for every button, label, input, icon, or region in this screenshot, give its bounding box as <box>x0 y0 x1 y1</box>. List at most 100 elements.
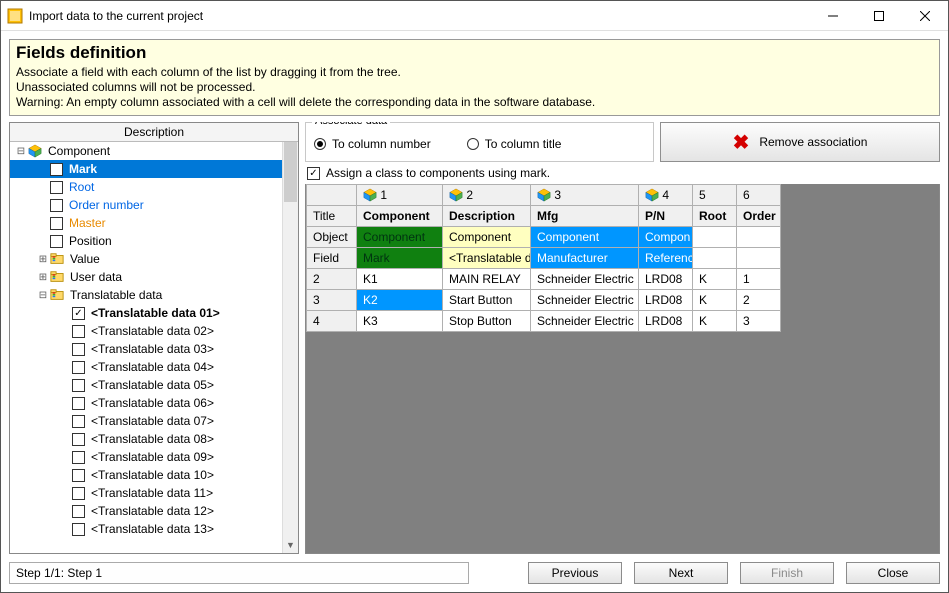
grid-cell[interactable]: LRD08 <box>639 269 693 290</box>
grid-cell[interactable]: K1 <box>357 269 443 290</box>
tree-node[interactable]: <Translatable data 06> <box>10 394 298 412</box>
tree-node[interactable]: ⊞User data <box>10 268 298 286</box>
tree-node[interactable]: Order number <box>10 196 298 214</box>
scroll-thumb[interactable] <box>284 142 297 202</box>
tree-checkbox[interactable] <box>72 361 85 374</box>
tree-node[interactable]: Master <box>10 214 298 232</box>
remove-association-button[interactable]: ✖ Remove association <box>660 122 940 162</box>
tree-checkbox[interactable]: ✓ <box>72 307 85 320</box>
grid-cell[interactable] <box>693 248 737 269</box>
grid-cell[interactable]: Description <box>443 206 531 227</box>
close-window-button[interactable] <box>902 1 948 31</box>
grid-cell[interactable]: Manufacturer <box>531 248 639 269</box>
grid-row-header[interactable]: 2 <box>307 269 357 290</box>
grid-cell[interactable]: Component <box>443 227 531 248</box>
tree-node[interactable]: <Translatable data 11> <box>10 484 298 502</box>
tree-checkbox[interactable] <box>72 469 85 482</box>
grid-cell[interactable]: LRD08 <box>639 290 693 311</box>
grid-cell[interactable] <box>693 227 737 248</box>
minimize-button[interactable] <box>810 1 856 31</box>
tree-checkbox[interactable] <box>72 415 85 428</box>
grid-cell[interactable]: K <box>693 311 737 332</box>
radio-column-number[interactable]: To column number <box>314 137 431 151</box>
grid-cell[interactable]: Referenc <box>639 248 693 269</box>
next-button[interactable]: Next <box>634 562 728 584</box>
tree-checkbox[interactable]: ✓ <box>50 163 63 176</box>
grid-cell[interactable]: Schneider Electric <box>531 290 639 311</box>
maximize-button[interactable] <box>856 1 902 31</box>
tree-node[interactable]: Root <box>10 178 298 196</box>
scroll-down-icon[interactable]: ▼ <box>283 537 298 553</box>
grid-column-header[interactable]: 5 <box>693 185 737 206</box>
tree-node[interactable]: ✓<Translatable data 01> <box>10 304 298 322</box>
data-grid[interactable]: 1 2 3 456TitleComponentDescriptionMfgP/N… <box>306 184 781 332</box>
grid-cell[interactable] <box>737 248 781 269</box>
tree-node[interactable]: <Translatable data 05> <box>10 376 298 394</box>
tree-node[interactable]: ⊞Value <box>10 250 298 268</box>
grid-cell[interactable]: Mark <box>357 248 443 269</box>
grid-row-header[interactable]: Title <box>307 206 357 227</box>
grid-cell[interactable]: K <box>693 269 737 290</box>
grid-cell[interactable]: Compon <box>639 227 693 248</box>
grid-cell[interactable]: K <box>693 290 737 311</box>
grid-cell[interactable]: P/N <box>639 206 693 227</box>
grid-cell[interactable]: K3 <box>357 311 443 332</box>
grid-row-header[interactable]: 3 <box>307 290 357 311</box>
grid-column-header[interactable]: 4 <box>639 185 693 206</box>
grid-cell[interactable]: Schneider Electric <box>531 269 639 290</box>
tree-node[interactable]: <Translatable data 10> <box>10 466 298 484</box>
grid-cell[interactable]: 2 <box>737 290 781 311</box>
tree-node[interactable]: <Translatable data 07> <box>10 412 298 430</box>
grid-column-header[interactable]: 1 <box>357 185 443 206</box>
finish-button[interactable]: Finish <box>740 562 834 584</box>
tree-node[interactable]: <Translatable data 08> <box>10 430 298 448</box>
tree-node[interactable]: ⊟Component <box>10 142 298 160</box>
grid-column-header[interactable]: 6 <box>737 185 781 206</box>
grid-cell[interactable]: Schneider Electric <box>531 311 639 332</box>
grid-cell[interactable] <box>737 227 781 248</box>
previous-button[interactable]: Previous <box>528 562 622 584</box>
tree-checkbox[interactable] <box>72 397 85 410</box>
grid-cell[interactable]: <Translatable d <box>443 248 531 269</box>
collapse-icon[interactable]: ⊟ <box>14 146 28 157</box>
tree-body[interactable]: ⊟Component✓MarkRootOrder numberMasterPos… <box>10 142 298 553</box>
tree-checkbox[interactable] <box>72 487 85 500</box>
grid-cell[interactable]: K2 <box>357 290 443 311</box>
tree-checkbox[interactable] <box>50 199 63 212</box>
grid-cell[interactable]: 3 <box>737 311 781 332</box>
tree-checkbox[interactable] <box>72 325 85 338</box>
collapse-icon[interactable]: ⊟ <box>36 290 50 301</box>
radio-column-title[interactable]: To column title <box>467 137 562 151</box>
tree-node[interactable]: Position <box>10 232 298 250</box>
tree-checkbox[interactable] <box>72 379 85 392</box>
grid-cell[interactable]: Mfg <box>531 206 639 227</box>
tree-checkbox[interactable] <box>72 505 85 518</box>
grid-cell[interactable]: MAIN RELAY <box>443 269 531 290</box>
grid-cell[interactable]: LRD08 <box>639 311 693 332</box>
grid-cell[interactable]: Component <box>531 227 639 248</box>
grid-cell[interactable]: Root <box>693 206 737 227</box>
grid-cell[interactable]: Order <box>737 206 781 227</box>
tree-checkbox[interactable] <box>72 433 85 446</box>
expand-icon[interactable]: ⊞ <box>36 254 50 265</box>
tree-node[interactable]: <Translatable data 03> <box>10 340 298 358</box>
tree-node[interactable]: ⊟Translatable data <box>10 286 298 304</box>
tree-node[interactable]: ✓Mark <box>10 160 298 178</box>
assign-class-checkbox[interactable]: ✓ <box>307 167 320 180</box>
tree-node[interactable]: <Translatable data 12> <box>10 502 298 520</box>
grid-row-header[interactable]: Field <box>307 248 357 269</box>
tree-node[interactable]: <Translatable data 02> <box>10 322 298 340</box>
tree-node[interactable]: <Translatable data 13> <box>10 520 298 538</box>
grid-cell[interactable]: Stop Button <box>443 311 531 332</box>
tree-checkbox[interactable] <box>72 343 85 356</box>
grid-cell[interactable]: Component <box>357 206 443 227</box>
tree-checkbox[interactable] <box>72 523 85 536</box>
close-button[interactable]: Close <box>846 562 940 584</box>
grid-row-header[interactable]: Object <box>307 227 357 248</box>
grid-row-header[interactable]: 4 <box>307 311 357 332</box>
grid-column-header[interactable]: 3 <box>531 185 639 206</box>
grid-column-header[interactable]: 2 <box>443 185 531 206</box>
tree-checkbox[interactable] <box>50 235 63 248</box>
tree-node[interactable]: <Translatable data 04> <box>10 358 298 376</box>
expand-icon[interactable]: ⊞ <box>36 272 50 283</box>
